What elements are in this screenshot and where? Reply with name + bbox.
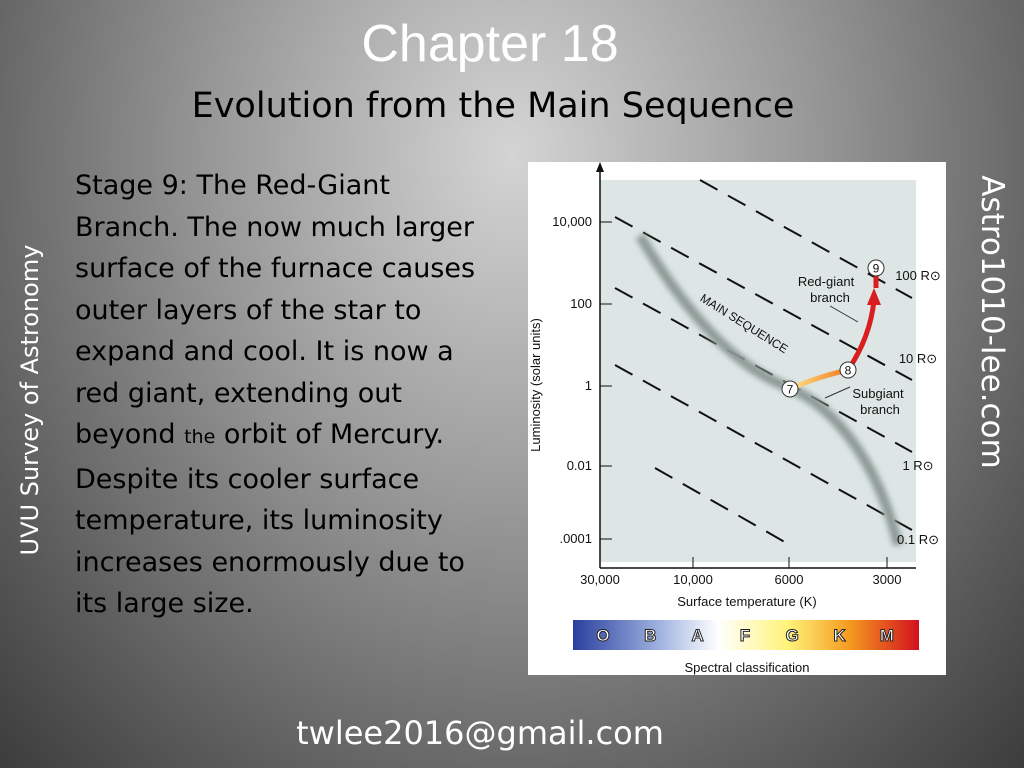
text-span: surface of the furnace causes: [75, 253, 476, 284]
spectral-class: M: [880, 626, 894, 645]
x-axis-label: Surface temperature (K): [677, 594, 816, 609]
y-tick-label: .0001: [559, 531, 592, 546]
text-span: temperature, its luminosity: [75, 505, 443, 536]
footer: twlee2016@gmail.com: [296, 714, 664, 752]
text-line: temperature, its luminosity: [75, 500, 475, 542]
text-line: outer layers of the star to: [75, 290, 475, 332]
text-span: Stage 9: The Red-Giant: [75, 170, 390, 201]
text-line: red giant, extending out: [75, 373, 475, 415]
text-span: outer layers of the star to: [75, 294, 422, 326]
text-line: increases enormously due to: [75, 542, 475, 584]
title: Chapter 18: [361, 15, 619, 73]
text-span: orbit of Mercury.: [215, 419, 445, 450]
arrow: [867, 288, 881, 305]
text-span: Branch. The now much larger: [75, 211, 474, 243]
spectral-bar: [573, 620, 919, 650]
text-span: red giant, extending out: [75, 377, 403, 409]
radius-label: 0.1 R⊙: [897, 532, 939, 547]
arrow: [596, 162, 604, 172]
stage-label: 8: [845, 364, 852, 378]
text-span: its large size.: [75, 588, 254, 619]
text-line: its large size.: [75, 583, 475, 625]
text-span: expand and cool. It is now a: [75, 336, 454, 367]
y-tick-label: 100: [570, 296, 592, 311]
body-text: Stage 9: The Red-Giant Branch. The now mu…: [75, 165, 475, 625]
stage-point: [781, 380, 799, 398]
text-span: the: [184, 426, 216, 448]
text-line: Branch. The now much larger: [75, 207, 475, 249]
spectral-class: K: [833, 626, 846, 645]
y-tick-label: 0.01: [567, 458, 592, 473]
y-axis-label: Luminosity (solar units): [528, 318, 543, 452]
spectral-class: O: [596, 626, 609, 645]
text-span: Despite its cooler surface: [75, 463, 420, 495]
leader: [824, 386, 851, 399]
text-line: expand and cool. It is now a: [75, 331, 475, 373]
spectral-class: B: [644, 626, 656, 645]
x-tick-label: 10,000: [673, 572, 713, 587]
x-tick-label: 6000: [775, 572, 804, 587]
text-line: beyond the orbit of Mercury.: [75, 414, 475, 459]
spectral-class: F: [740, 626, 750, 645]
y-tick-label: 1: [585, 378, 592, 393]
x-tick-label: 3000: [873, 572, 902, 587]
leader: [829, 305, 859, 323]
radius-label: 10 R⊙: [899, 351, 937, 366]
text-span: beyond: [75, 419, 185, 450]
stage-point: [839, 361, 857, 379]
subtitle: Evolution from the Main Sequence: [191, 86, 795, 126]
spectral-class: G: [786, 626, 799, 645]
spectral-label: Spectral classification: [685, 660, 810, 675]
text-line: surface of the furnace causes: [75, 248, 475, 290]
red-giant-label: Red-giant: [798, 274, 855, 289]
y-tick-label: 10,000: [552, 214, 592, 229]
spectral-class: A: [691, 626, 703, 645]
radius-label: 100 R⊙: [895, 268, 941, 283]
x-tick-label: 30,000: [580, 572, 620, 587]
text-span: increases enormously due to: [75, 546, 465, 578]
subgiant-label: branch: [860, 402, 900, 417]
text-line: Despite its cooler surface: [75, 459, 475, 501]
stage-label: 9: [873, 262, 880, 276]
stage-label: 7: [787, 383, 794, 397]
stage-point: [867, 259, 885, 277]
subgiant-label: Subgiant: [852, 386, 904, 401]
red-giant-label: branch: [810, 290, 850, 305]
text-line: Stage 9: The Red-Giant: [75, 165, 475, 207]
radius-label: 1 R⊙: [902, 458, 933, 473]
